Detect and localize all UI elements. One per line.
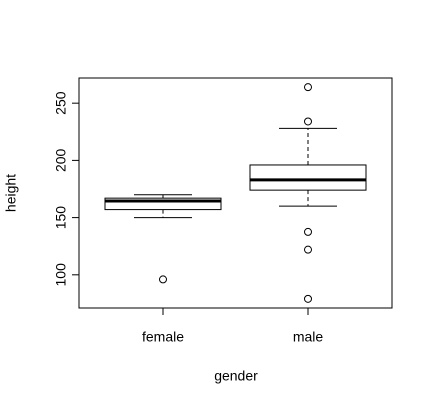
outlier — [304, 83, 312, 92]
box — [249, 164, 367, 191]
x-tick-label: male — [293, 329, 324, 345]
y-tick-label: 200 — [53, 148, 69, 172]
outlier — [304, 227, 312, 236]
outlier — [304, 294, 312, 303]
plot-frame — [78, 77, 393, 309]
y-tick-label: 250 — [53, 91, 69, 115]
x-tick-label: female — [142, 329, 184, 345]
outlier — [304, 245, 312, 254]
box — [104, 197, 222, 211]
x-axis-label: gender — [214, 368, 258, 384]
outlier — [304, 117, 312, 126]
y-tick-label: 150 — [53, 206, 69, 230]
outlier — [159, 275, 167, 284]
y-axis-label: height — [3, 174, 19, 212]
y-tick-label: 100 — [53, 263, 69, 287]
